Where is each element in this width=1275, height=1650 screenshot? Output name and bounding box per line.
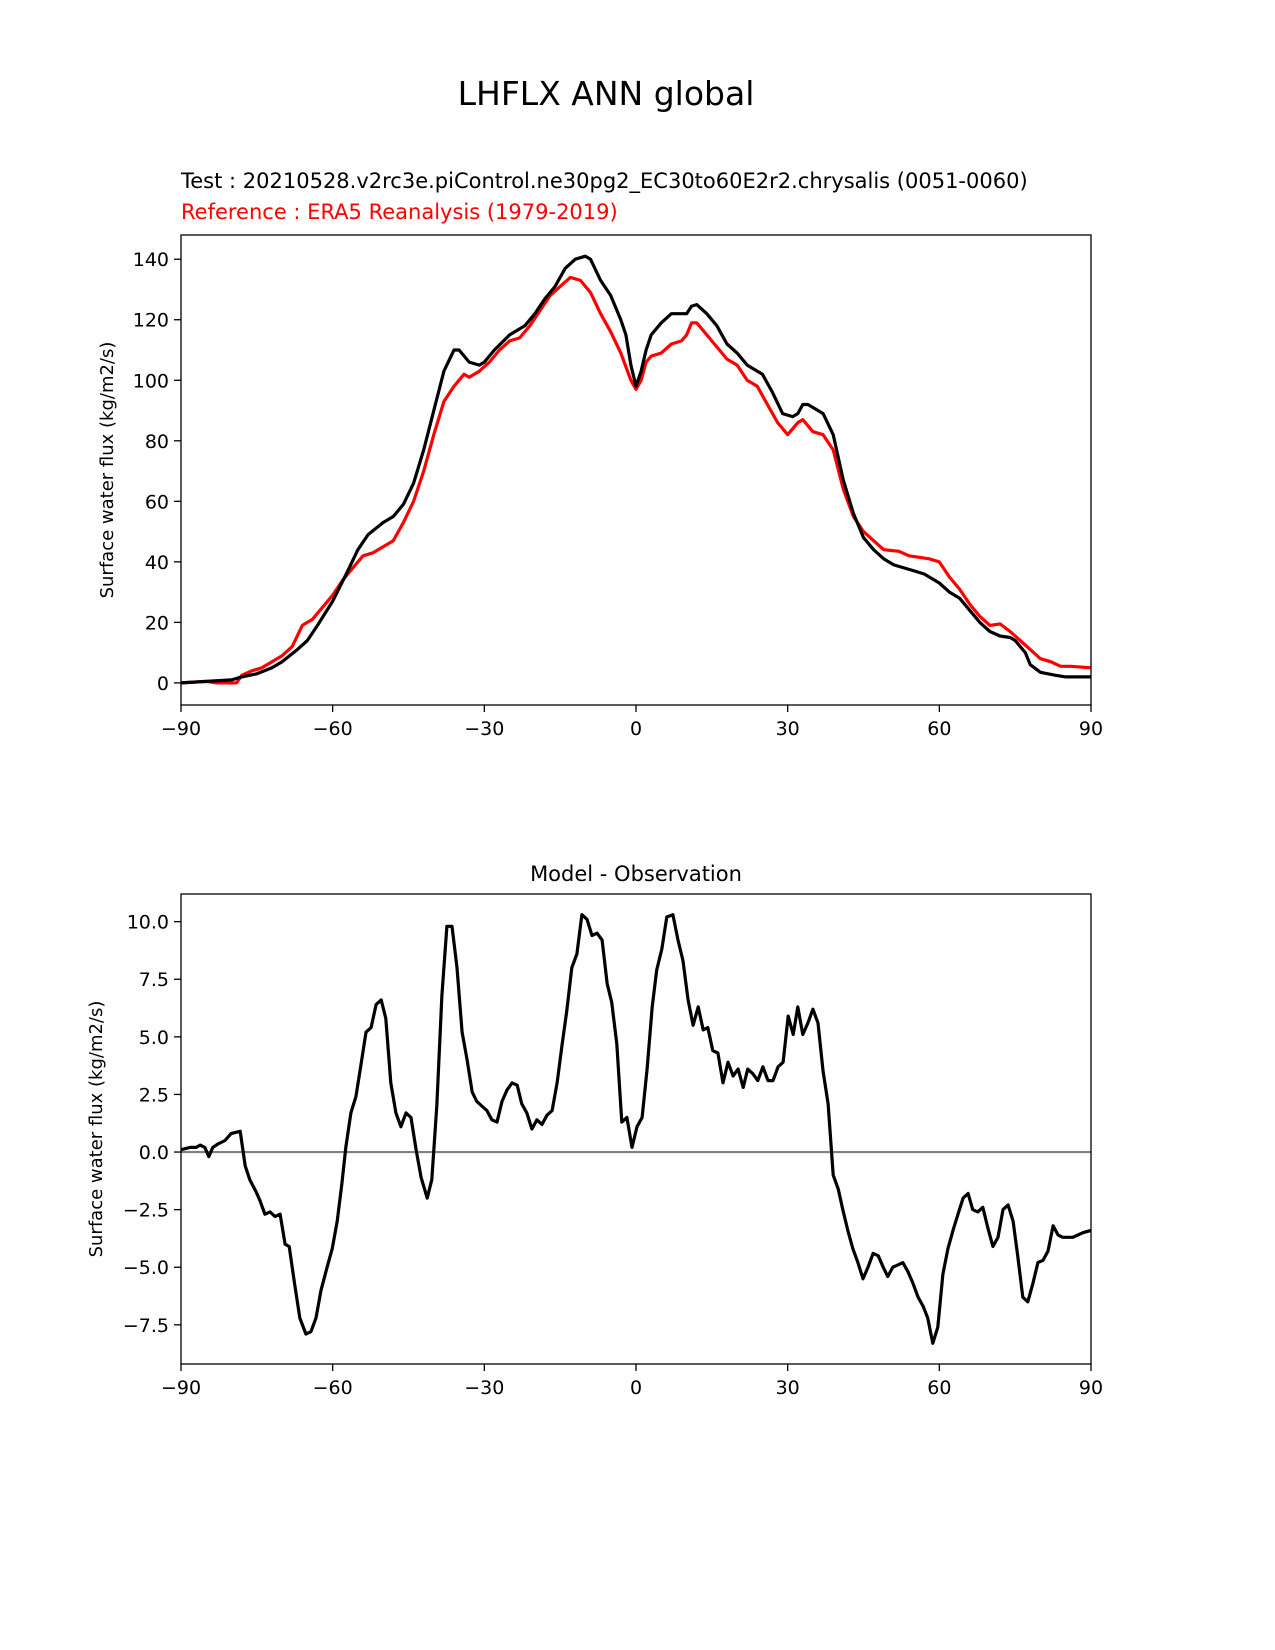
- y-tick-label: 40: [145, 552, 169, 574]
- y-tick-label: 100: [133, 370, 169, 392]
- y-tick-label: 60: [145, 491, 169, 513]
- y-tick-label: 10.0: [127, 912, 169, 934]
- x-tick-label: −90: [161, 1377, 201, 1399]
- top-plot-ylabel: Surface water flux (kg/m2/s): [97, 342, 118, 599]
- series-line-test: [180, 254, 1091, 685]
- series-line-model-observation: [180, 913, 1092, 1345]
- x-tick-label: 30: [776, 1377, 800, 1399]
- bottom-plot-ylabel: Surface water flux (kg/m2/s): [86, 1001, 107, 1258]
- y-tick-label: 5.0: [139, 1027, 169, 1049]
- x-tick-label: 90: [1079, 718, 1103, 740]
- series-line-reference: [180, 275, 1092, 685]
- x-tick-label: −30: [464, 718, 504, 740]
- y-tick-label: 140: [133, 249, 169, 271]
- x-tick-label: 0: [630, 1377, 642, 1399]
- x-tick-label: −90: [161, 718, 201, 740]
- y-tick-label: 7.5: [139, 969, 169, 991]
- bottom-plot: Model - Observation Surface water flux (…: [86, 862, 1103, 1399]
- x-tick-label: 90: [1079, 1377, 1103, 1399]
- figure-title: LHFLX ANN global: [458, 74, 755, 113]
- y-tick-label: 80: [145, 431, 169, 453]
- y-tick-label: −7.5: [123, 1315, 169, 1337]
- y-tick-label: 120: [133, 310, 169, 332]
- x-tick-label: 60: [927, 1377, 951, 1399]
- x-tick-label: −60: [313, 1377, 353, 1399]
- y-tick-label: 0.0: [139, 1142, 169, 1164]
- axes-frame: [180, 234, 1092, 706]
- bottom-plot-title: Model - Observation: [530, 862, 742, 886]
- x-tick-label: −30: [464, 1377, 504, 1399]
- y-tick-label: 0: [157, 673, 169, 695]
- x-tick-label: 30: [776, 718, 800, 740]
- y-tick-label: 2.5: [139, 1084, 169, 1106]
- y-tick-label: −5.0: [123, 1257, 169, 1279]
- top-plot: Surface water flux (kg/m2/s) −90 −60 −30 0 3…: [97, 234, 1103, 740]
- test-label: Test : 20210528.v2rc3e.piControl.ne30pg2…: [180, 169, 1028, 194]
- x-tick-label: 60: [927, 718, 951, 740]
- reference-label: Reference : ERA5 Reanalysis (1979-2019): [181, 200, 618, 224]
- y-tick-label: −2.5: [123, 1200, 169, 1222]
- x-tick-label: −60: [313, 718, 353, 740]
- x-tick-label: 0: [630, 718, 642, 740]
- y-tick-label: 20: [145, 612, 169, 634]
